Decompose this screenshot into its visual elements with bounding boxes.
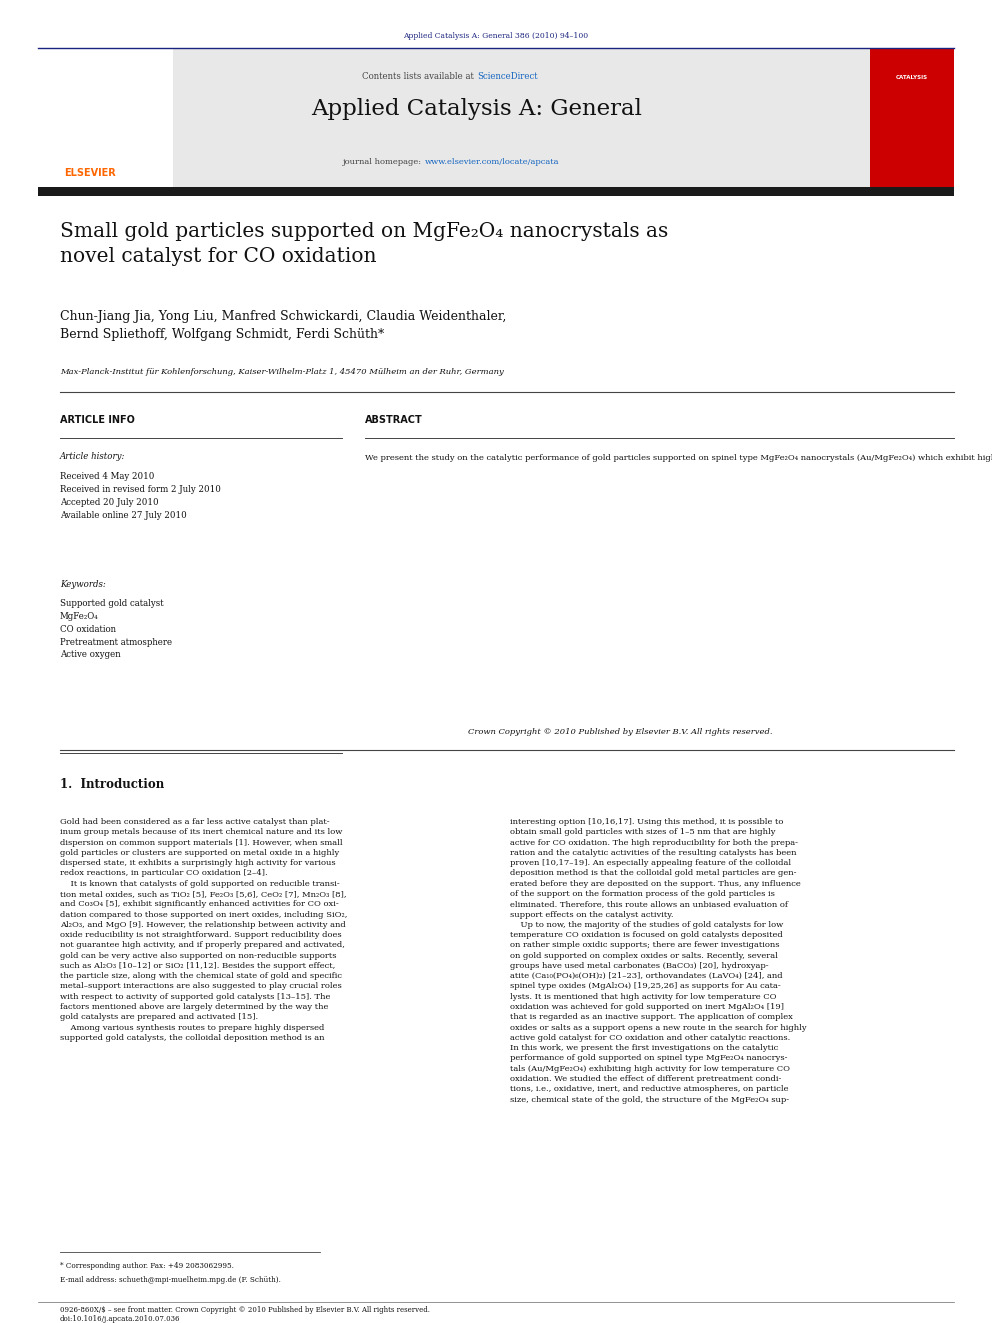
Text: We present the study on the catalytic performance of gold particles supported on: We present the study on the catalytic pe… — [365, 454, 992, 462]
Text: Supported gold catalyst
MgFe₂O₄
CO oxidation
Pretreatment atmosphere
Active oxyg: Supported gold catalyst MgFe₂O₄ CO oxida… — [60, 599, 173, 659]
Text: Contents lists available at: Contents lists available at — [362, 71, 477, 81]
Text: interesting option [10,16,17]. Using this method, it is possible to
obtain small: interesting option [10,16,17]. Using thi… — [510, 818, 806, 1103]
Text: 0926-860X/$ – see front matter. Crown Copyright © 2010 Published by Elsevier B.V: 0926-860X/$ – see front matter. Crown Co… — [60, 1306, 430, 1314]
Text: Chun-Jiang Jia, Yong Liu, Manfred Schwickardi, Claudia Weidenthaler,
Bernd Splie: Chun-Jiang Jia, Yong Liu, Manfred Schwic… — [60, 310, 506, 341]
Text: 1.  Introduction: 1. Introduction — [60, 778, 165, 791]
Text: * Corresponding author. Fax: +49 2083062995.: * Corresponding author. Fax: +49 2083062… — [60, 1262, 234, 1270]
Bar — [38, 48, 954, 188]
Text: Crown Copyright © 2010 Published by Elsevier B.V. All rights reserved.: Crown Copyright © 2010 Published by Else… — [468, 728, 772, 736]
Text: Article history:: Article history: — [60, 452, 125, 460]
Bar — [870, 48, 954, 188]
Text: Applied Catalysis A: General: Applied Catalysis A: General — [311, 98, 643, 120]
Text: CATALYSIS: CATALYSIS — [896, 75, 929, 79]
Text: ABSTRACT: ABSTRACT — [365, 415, 423, 425]
Text: Max-Planck-Institut für Kohlenforschung, Kaiser-Wilhelm-Platz 1, 45470 Mülheim a: Max-Planck-Institut für Kohlenforschung,… — [60, 368, 504, 376]
Text: Gold had been considered as a far less active catalyst than plat-
inum group met: Gold had been considered as a far less a… — [60, 818, 347, 1043]
Text: www.elsevier.com/locate/apcata: www.elsevier.com/locate/apcata — [425, 157, 559, 165]
Bar — [38, 187, 954, 196]
Text: Keywords:: Keywords: — [60, 579, 106, 589]
Bar — [38, 48, 173, 188]
Text: ELSEVIER: ELSEVIER — [64, 168, 116, 179]
Text: Applied Catalysis A: General 386 (2010) 94–100: Applied Catalysis A: General 386 (2010) … — [404, 32, 588, 40]
Text: E-mail address: schueth@mpi-muelheim.mpg.de (F. Schüth).: E-mail address: schueth@mpi-muelheim.mpg… — [60, 1275, 281, 1285]
Text: ScienceDirect: ScienceDirect — [477, 71, 538, 81]
Text: doi:10.1016/j.apcata.2010.07.036: doi:10.1016/j.apcata.2010.07.036 — [60, 1315, 181, 1323]
Text: Small gold particles supported on MgFe₂O₄ nanocrystals as
novel catalyst for CO : Small gold particles supported on MgFe₂O… — [60, 222, 669, 266]
Text: journal homepage:: journal homepage: — [343, 157, 425, 165]
Text: Received 4 May 2010
Received in revised form 2 July 2010
Accepted 20 July 2010
A: Received 4 May 2010 Received in revised … — [60, 472, 221, 520]
Text: ARTICLE INFO: ARTICLE INFO — [60, 415, 135, 425]
